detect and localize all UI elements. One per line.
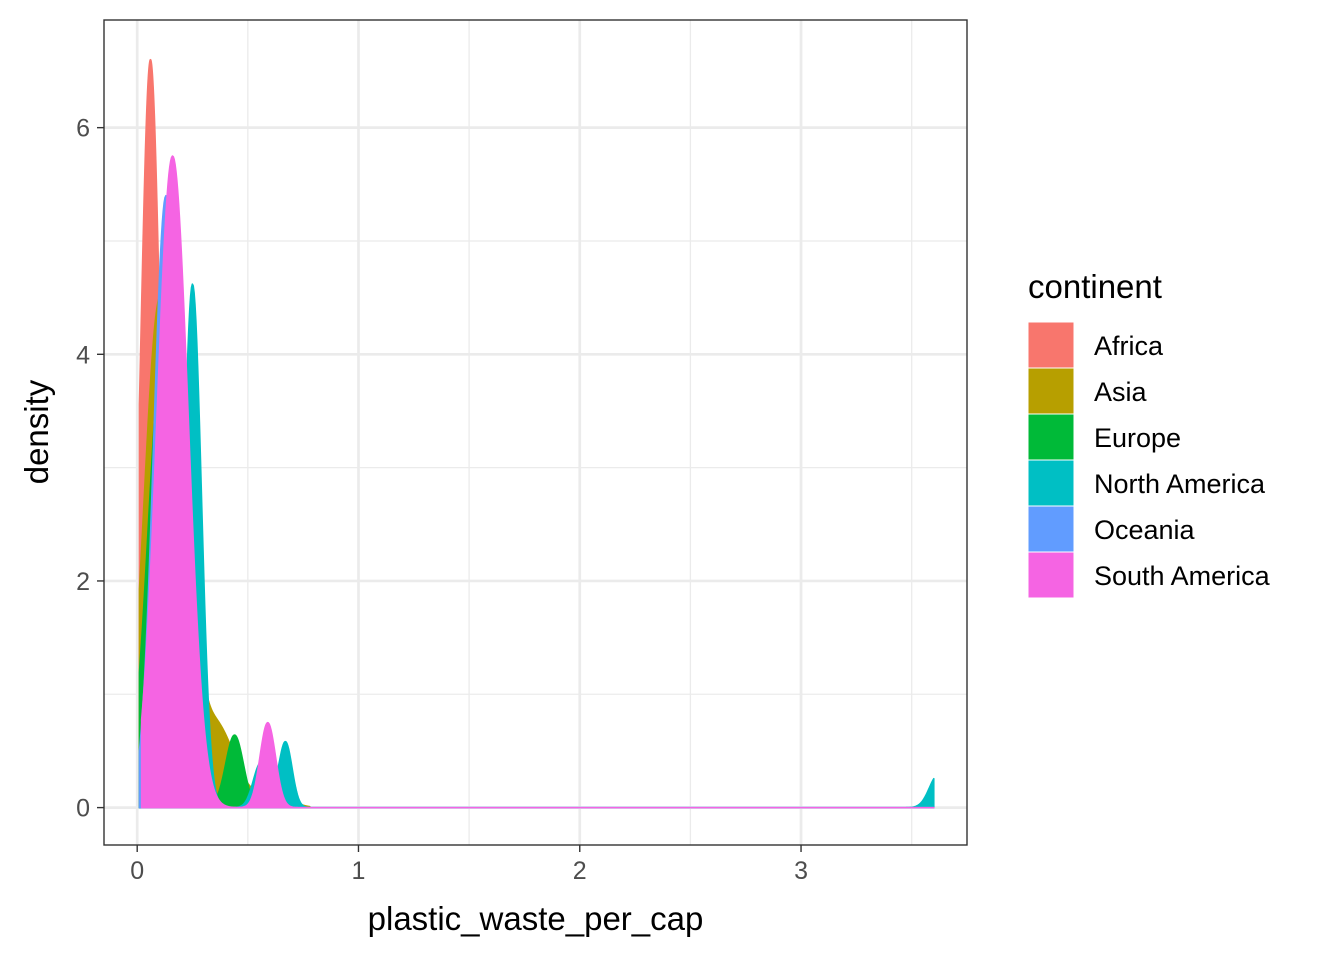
y-tick-label-2: 4	[76, 341, 90, 369]
legend-label-1: Asia	[1094, 377, 1148, 407]
y-tick-label-1: 2	[76, 568, 90, 596]
y-axis-title: density	[18, 379, 55, 484]
legend-label-2: Europe	[1094, 423, 1181, 453]
legend-label-5: South America	[1094, 561, 1271, 591]
legend-items: Africa Asia Europe North America Oceania Sout…	[1027, 321, 1271, 599]
x-tick-label-3: 3	[794, 857, 808, 885]
legend: continent Africa Asia Europe North America O…	[1027, 268, 1271, 599]
legend-key-3	[1027, 459, 1075, 507]
density-areas	[138, 58, 935, 809]
y-tick-label-0: 0	[76, 795, 90, 823]
x-tick-label-0: 0	[130, 857, 144, 885]
legend-key-5	[1027, 551, 1075, 599]
legend-label-0: Africa	[1094, 331, 1164, 361]
x-tick-label-1: 1	[352, 857, 366, 885]
legend-key-0	[1027, 321, 1075, 369]
panel-background	[104, 20, 967, 845]
legend-title: continent	[1028, 268, 1162, 305]
panel-border	[103, 19, 968, 846]
legend-key-1	[1027, 367, 1075, 415]
x-tick-label-2: 2	[573, 857, 587, 885]
legend-label-4: Oceania	[1094, 515, 1196, 545]
legend-key-4	[1027, 505, 1075, 553]
axes: 0 1 2 3 0 2 4 6	[76, 115, 808, 885]
legend-label-3: North America	[1094, 469, 1266, 499]
x-axis-title: plastic_waste_per_cap	[368, 900, 704, 937]
y-tick-label-3: 6	[76, 115, 90, 143]
legend-key-2	[1027, 413, 1075, 461]
density-area-5	[140, 155, 935, 809]
